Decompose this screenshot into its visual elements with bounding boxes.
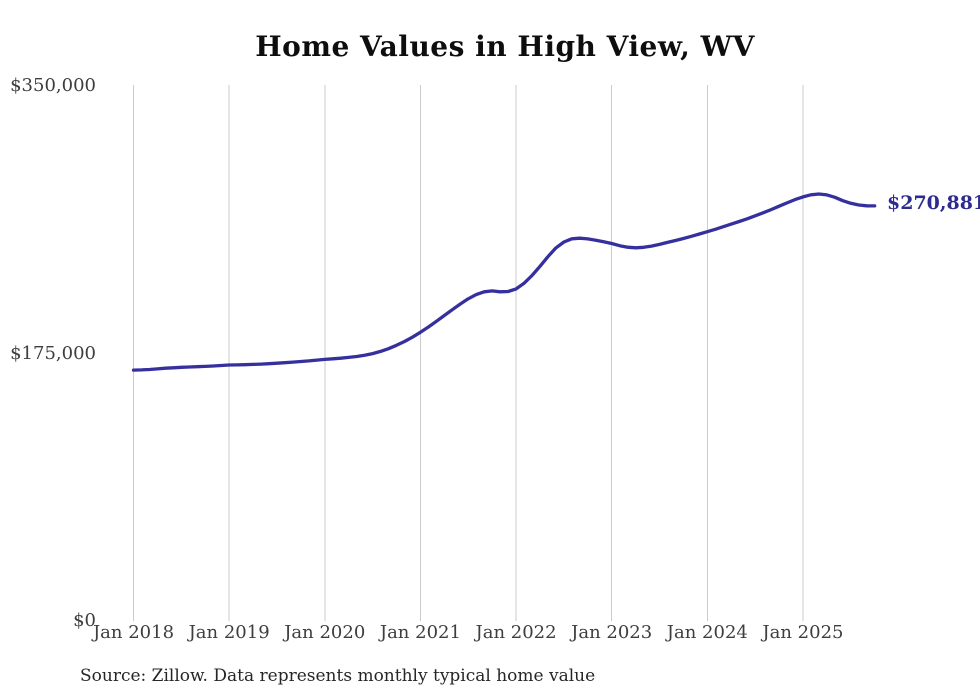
x-tick-label: Jan 2018	[92, 622, 175, 643]
home-value-line	[131, 192, 877, 372]
x-tick-label: Jan 2020	[284, 622, 366, 643]
x-tick-label: Jan 2022	[475, 622, 557, 643]
x-tick-label: Jan 2021	[379, 622, 461, 643]
x-tick-label: Jan 2023	[571, 622, 653, 643]
x-tick-label: Jan 2025	[762, 622, 844, 643]
y-tick-label: $350,000	[10, 75, 96, 96]
x-tick-label: Jan 2019	[188, 622, 270, 643]
chart-title: Home Values in High View, WV	[255, 30, 755, 63]
source-note: Source: Zillow. Data represents monthly …	[80, 666, 596, 686]
x-tick-label: Jan 2024	[666, 622, 748, 643]
y-tick-label: $175,000	[10, 342, 96, 364]
y-tick-label: $0	[73, 610, 96, 631]
latest-value-label: $270,881	[887, 192, 980, 214]
